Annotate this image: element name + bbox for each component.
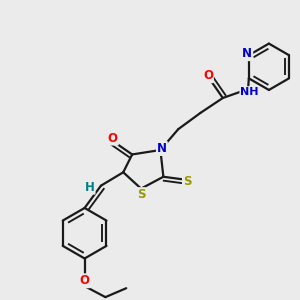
- Text: N: N: [242, 47, 252, 60]
- Text: N: N: [157, 142, 167, 155]
- Text: O: O: [80, 274, 90, 287]
- Text: S: S: [183, 175, 191, 188]
- Text: NH: NH: [240, 87, 259, 97]
- Text: O: O: [108, 132, 118, 145]
- Text: O: O: [203, 69, 213, 82]
- Text: H: H: [85, 181, 94, 194]
- Text: S: S: [137, 188, 145, 201]
